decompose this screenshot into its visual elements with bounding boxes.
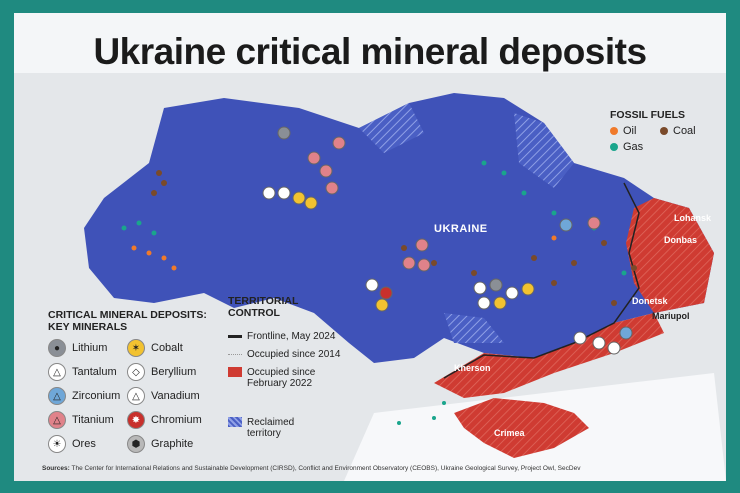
legend-ores: ☀ Ores — [48, 435, 96, 453]
occupied-donbas — [626, 198, 714, 313]
coal-dot-icon — [660, 127, 668, 135]
territorial-control-title: TERRITORIAL CONTROL — [228, 295, 299, 319]
label-donetsk: Donetsk — [632, 296, 668, 306]
titanium-icon: △ — [48, 411, 66, 429]
coal-deposits — [151, 170, 637, 306]
label-crimea: Crimea — [494, 428, 525, 438]
fossil-fuels-title: FOSSIL FUELS — [610, 109, 686, 121]
tantalum-icon: △ — [48, 363, 66, 381]
sources-footnote: Sources: The Center for International Re… — [42, 465, 581, 472]
chromium-icon: ✸ — [127, 411, 145, 429]
legend-occupied-2022: Occupied since February 2022 — [228, 367, 328, 389]
page-title: Ukraine critical mineral deposits — [93, 31, 647, 72]
ores-icon: ☀ — [48, 435, 66, 453]
legend-oil-label: Oil — [623, 125, 637, 137]
legend-coal: Coal — [660, 125, 696, 137]
label-kherson: Kherson — [454, 363, 491, 373]
gas-deposits — [121, 160, 627, 425]
beryllium-icon: ◇ — [127, 363, 145, 381]
crimea-territory — [454, 398, 589, 458]
legend-vanadium: △ Vanadium — [127, 387, 200, 405]
frontline — [443, 182, 640, 379]
map-frame: Ukraine critical mineral deposits UKRAIN… — [14, 13, 726, 481]
minerals-legend-title: CRITICAL MINERAL DEPOSITS: KEY MINERALS — [48, 309, 207, 333]
reclaimed-swatch — [228, 417, 242, 427]
reclaimed-north — [359, 103, 424, 153]
legend-coal-label: Coal — [673, 125, 696, 137]
gas-dot-icon — [610, 143, 618, 151]
oil-dot-icon — [610, 127, 618, 135]
mineral-markers — [262, 126, 633, 355]
legend-graphite: ⬢ Graphite — [127, 435, 193, 453]
occupied-2022-swatch — [228, 367, 242, 377]
zirconium-icon: △ — [48, 387, 66, 405]
occupied-2014-swatch — [228, 354, 242, 355]
legend-titanium: △ Titanium — [48, 411, 114, 429]
reclaimed-east — [514, 113, 574, 188]
label-mariupol: Mariupol — [652, 311, 690, 321]
legend-occupied-2014: Occupied since 2014 — [228, 349, 340, 360]
legend-cobalt: ✶ Cobalt — [127, 339, 183, 357]
legend-gas: Gas — [610, 141, 643, 153]
legend-beryllium: ◇ Beryllium — [127, 363, 196, 381]
legend-reclaimed: Reclaimed territory — [228, 417, 318, 439]
legend-frontline: Frontline, May 2024 — [228, 331, 335, 342]
legend-tantalum: △ Tantalum — [48, 363, 117, 381]
legend-zirconium: △ Zirconium — [48, 387, 120, 405]
cobalt-icon: ✶ — [127, 339, 145, 357]
label-donbas: Donbas — [664, 235, 698, 245]
label-lohansk: Lohansk — [674, 213, 712, 223]
frontline-swatch — [228, 335, 242, 338]
ukraine-map — [14, 73, 726, 481]
graphite-icon: ⬢ — [127, 435, 145, 453]
reclaimed-south — [444, 313, 504, 343]
legend-lithium: ● Lithium — [48, 339, 107, 357]
legend-oil: Oil — [610, 125, 636, 137]
lithium-icon: ● — [48, 339, 66, 357]
legend-chromium: ✸ Chromium — [127, 411, 202, 429]
country-label: UKRAINE — [434, 223, 488, 235]
legend-gas-label: Gas — [623, 141, 644, 153]
oil-deposits — [131, 235, 557, 271]
occupied-south — [434, 313, 664, 398]
vanadium-icon: △ — [127, 387, 145, 405]
